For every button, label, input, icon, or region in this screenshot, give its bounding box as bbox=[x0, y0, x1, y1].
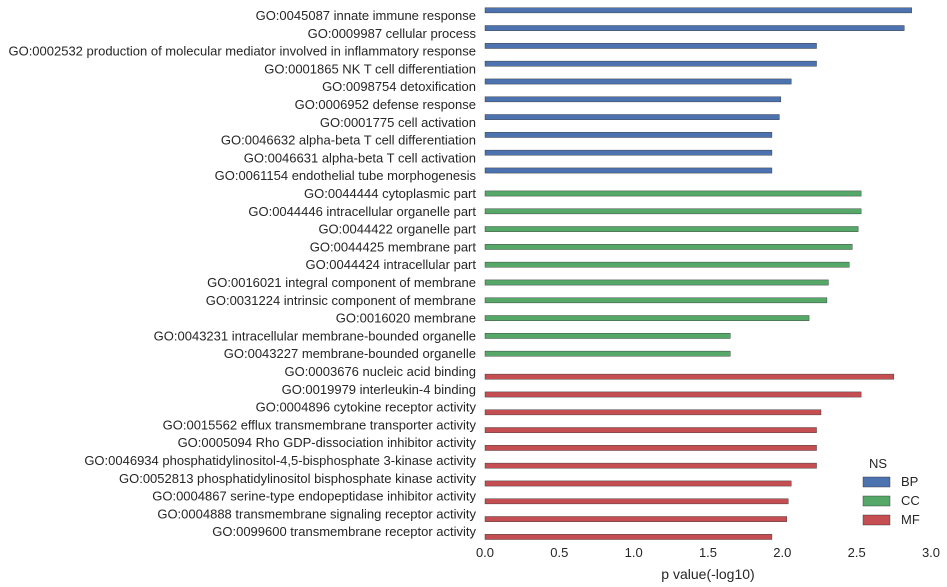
y-tick-label: GO:0046631 alpha-beta T cell activation bbox=[244, 150, 476, 165]
y-tick-label: GO:0002532 production of molecular media… bbox=[8, 44, 476, 59]
x-tick-label: 2.0 bbox=[773, 545, 791, 560]
y-tick-label: GO:0044425 membrane part bbox=[310, 239, 477, 254]
legend-title: NS bbox=[869, 456, 887, 471]
y-tick-label: GO:0001775 cell activation bbox=[320, 115, 476, 130]
x-tick-label: 0.5 bbox=[550, 545, 568, 560]
y-tick-label: GO:0004867 serine-type endopeptidase inh… bbox=[152, 489, 476, 504]
bar-mf-6 bbox=[484, 462, 817, 469]
x-tick-label: 1.5 bbox=[699, 545, 717, 560]
bar-cc-3 bbox=[484, 226, 859, 232]
bar-mf-10 bbox=[484, 534, 773, 540]
y-tick-label: GO:0044444 cytoplasmic part bbox=[304, 186, 476, 201]
y-tick-label: GO:0006952 defense response bbox=[295, 97, 476, 112]
bar-cc-9 bbox=[484, 333, 731, 339]
y-tick-labels: GO:0045087 innate immune response GO:0009… bbox=[8, 8, 476, 539]
y-tick-label: GO:0003676 nucleic acid binding bbox=[284, 364, 476, 379]
bar-mf-3 bbox=[484, 409, 822, 416]
y-tick-label: GO:0045087 innate immune response bbox=[256, 8, 476, 23]
y-tick-label: GO:0031224 intrinsic component of membra… bbox=[206, 293, 476, 308]
legend-label-cc: CC bbox=[901, 493, 920, 508]
y-tick-label: GO:0019979 interleukin-4 binding bbox=[282, 382, 476, 397]
bar-bp-6 bbox=[484, 96, 782, 103]
bar-bp-5 bbox=[484, 78, 792, 85]
bar-cc-6 bbox=[484, 279, 829, 286]
y-tick-label: GO:0046632 alpha-beta T cell differentia… bbox=[221, 133, 476, 148]
y-tick-label: GO:0052813 phosphatidylinositol bisphosp… bbox=[119, 471, 477, 486]
bar-mf-8 bbox=[484, 498, 789, 505]
bar-mf-9 bbox=[484, 516, 787, 522]
bar-mf-1 bbox=[484, 373, 895, 380]
y-tick-label: GO:0005094 Rho GDP-dissociation inhibito… bbox=[178, 435, 477, 450]
bar-bp-1 bbox=[484, 7, 912, 14]
y-tick-label: GO:0016020 membrane bbox=[336, 311, 476, 326]
y-tick-label: GO:0004888 transmembrane signaling recep… bbox=[157, 506, 476, 521]
bar-cc-5 bbox=[484, 261, 850, 268]
y-tick-label: GO:0098754 detoxification bbox=[322, 79, 476, 94]
y-tick-label: GO:0001865 NK T cell differentiation bbox=[264, 61, 476, 76]
bar-cc-1 bbox=[484, 190, 862, 197]
x-tick-labels: 0.0 0.5 1.0 1.5 2.0 2.5 3.0 bbox=[476, 545, 940, 560]
legend: NS BP CC MF bbox=[862, 456, 920, 527]
bar-bp-2 bbox=[484, 25, 905, 31]
bar-bp-9 bbox=[484, 149, 773, 156]
y-tick-label: GO:0043231 intracellular membrane-bounde… bbox=[154, 328, 476, 343]
legend-label-mf: MF bbox=[901, 512, 920, 527]
bar-mf-4 bbox=[484, 427, 817, 433]
y-tick-label: GO:0044446 intracellular organelle part bbox=[248, 204, 476, 219]
bar-mf-2 bbox=[484, 391, 862, 398]
bar-bp-7 bbox=[484, 114, 780, 120]
x-tick-label: 0.0 bbox=[476, 545, 494, 560]
y-tick-label: GO:0061154 endothelial tube morphogenesi… bbox=[215, 168, 477, 183]
bar-cc-10 bbox=[484, 350, 731, 357]
y-tick-label: GO:0099600 transmembrane receptor activi… bbox=[212, 524, 476, 539]
bar-cc-2 bbox=[484, 208, 862, 215]
y-tick-label: GO:0016021 integral component of membran… bbox=[207, 275, 476, 290]
y-tick-label: GO:0044424 intracellular part bbox=[305, 257, 476, 272]
bar-cc-7 bbox=[484, 297, 828, 304]
legend-swatch-bp bbox=[862, 476, 891, 488]
bar-cc-8 bbox=[484, 315, 810, 321]
y-tick-label: GO:0046934 phosphatidylinositol-4,5-bisp… bbox=[84, 453, 476, 468]
y-tick-label: GO:0015562 efflux transmembrane transpor… bbox=[163, 417, 477, 432]
bar-mf-7 bbox=[484, 480, 792, 487]
y-tick-label: GO:0044422 organelle part bbox=[318, 222, 476, 237]
x-axis-label: p value(-log10) bbox=[661, 566, 754, 582]
y-tick-label: GO:0043227 membrane-bounded organelle bbox=[224, 346, 476, 361]
bar-bp-3 bbox=[484, 43, 817, 49]
bar-cc-4 bbox=[484, 244, 853, 250]
legend-swatch-cc bbox=[862, 495, 891, 507]
y-tick-label: GO:0009987 cellular process bbox=[308, 26, 477, 41]
bar-bp-10 bbox=[484, 167, 773, 174]
x-tick-label: 1.0 bbox=[625, 545, 643, 560]
bar-bp-8 bbox=[484, 132, 773, 138]
bar-mf-5 bbox=[484, 445, 817, 451]
legend-label-bp: BP bbox=[901, 474, 918, 489]
bars-group bbox=[484, 7, 912, 540]
y-tick-label: GO:0004896 cytokine receptor activity bbox=[256, 400, 477, 415]
legend-swatch-mf bbox=[862, 514, 891, 526]
x-tick-label: 2.5 bbox=[848, 545, 866, 560]
x-tick-label: 3.0 bbox=[922, 545, 940, 560]
bar-bp-4 bbox=[484, 60, 817, 67]
